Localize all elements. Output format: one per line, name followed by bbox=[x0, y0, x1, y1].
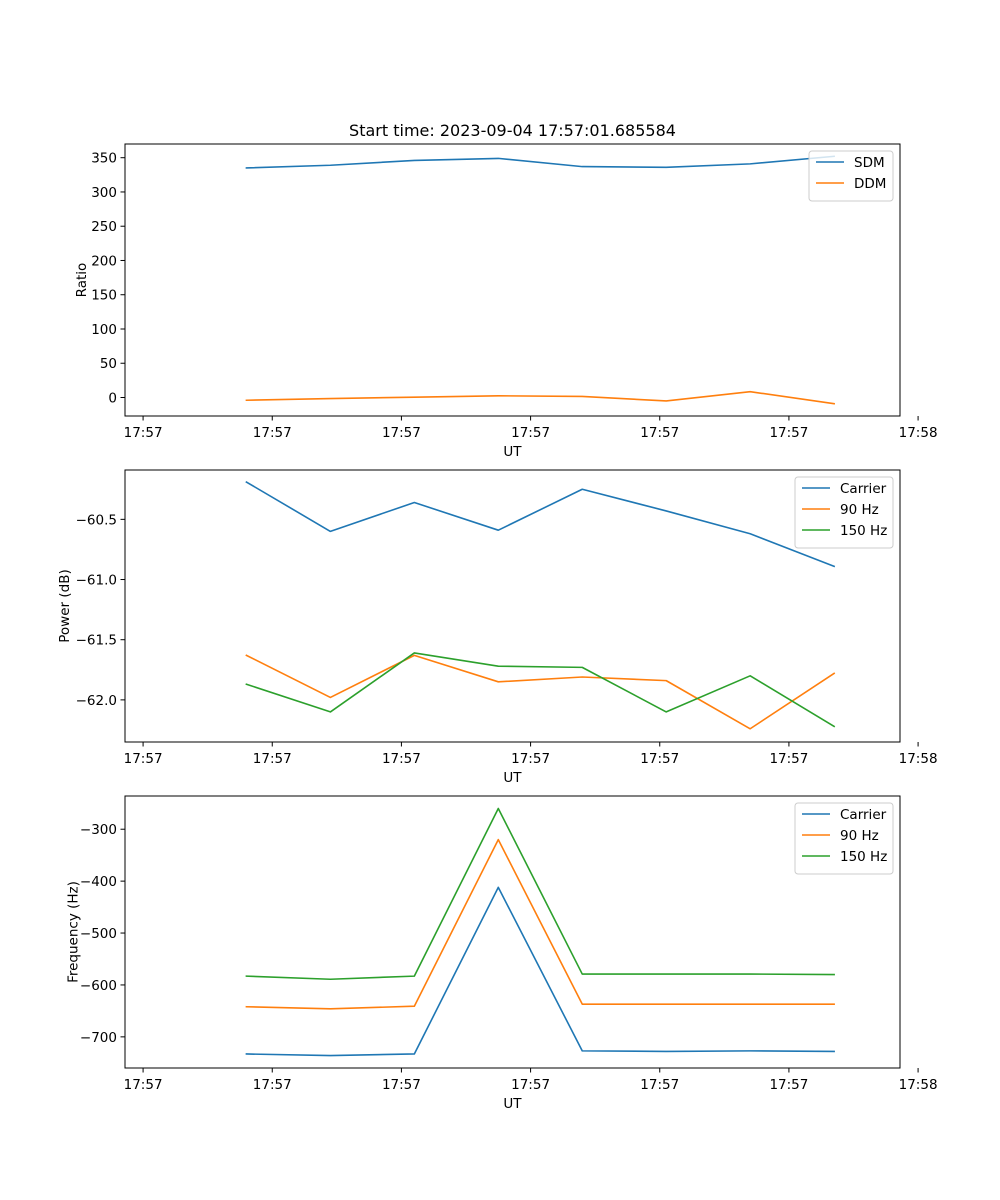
x-tick-label: 17:57 bbox=[769, 425, 808, 441]
x-tick-label: 17:57 bbox=[124, 751, 163, 767]
x-tick-label: 17:57 bbox=[124, 1077, 163, 1093]
y-tick-label: −700 bbox=[80, 1030, 117, 1046]
y-tick-label: 350 bbox=[91, 151, 117, 167]
x-tick-label: 17:57 bbox=[511, 751, 550, 767]
legend-entry: 150 Hz bbox=[840, 523, 887, 539]
y-tick-label: 300 bbox=[91, 185, 117, 201]
y-tick-label: −61.0 bbox=[76, 573, 117, 589]
series-line-90-hz bbox=[245, 654, 836, 730]
x-tick-label: 17:58 bbox=[899, 425, 938, 441]
axes-frame bbox=[124, 143, 901, 417]
axes-frame bbox=[124, 795, 901, 1069]
x-tick-label: 17:58 bbox=[899, 751, 938, 767]
y-axis-label: Ratio bbox=[74, 263, 90, 298]
series-line-ddm bbox=[245, 390, 836, 405]
x-tick-label: 17:57 bbox=[769, 751, 808, 767]
axes-frame bbox=[124, 469, 901, 743]
y-tick-label: −300 bbox=[80, 822, 117, 838]
y-tick-label: −62.0 bbox=[76, 693, 117, 709]
x-tick-label: 17:58 bbox=[899, 1077, 938, 1093]
chart-panel-3: 17:57 17:57 17:57 17:57 17:57 17:57 17:58 −300 −… bbox=[65, 795, 938, 1112]
y-tick-label: −600 bbox=[80, 978, 117, 994]
x-tick-label: 17:57 bbox=[382, 751, 421, 767]
x-tick-label: 17:57 bbox=[253, 751, 292, 767]
legend-entry: Carrier bbox=[840, 807, 887, 823]
legend-entry: 150 Hz bbox=[840, 849, 887, 865]
legend-box bbox=[808, 150, 894, 202]
legend-entry: 90 Hz bbox=[840, 502, 879, 518]
x-tick-label: 17:57 bbox=[640, 425, 679, 441]
series-line-150-hz bbox=[245, 807, 835, 981]
legend-entry: Carrier bbox=[840, 481, 887, 497]
y-tick-label: 50 bbox=[100, 356, 117, 372]
x-axis-label: UT bbox=[503, 770, 522, 786]
series-line-carrier bbox=[245, 480, 836, 568]
legend-entry: DDM bbox=[854, 176, 886, 192]
series-line-sdm bbox=[245, 155, 835, 169]
legend-entry: SDM bbox=[854, 155, 885, 171]
y-tick-label: −60.5 bbox=[76, 512, 117, 528]
x-tick-label: 17:57 bbox=[640, 751, 679, 767]
x-axis-label: UT bbox=[503, 1096, 522, 1112]
x-axis-label: UT bbox=[503, 444, 522, 460]
y-tick-label: 100 bbox=[91, 322, 117, 338]
legend: Carrier 90 Hz 150 Hz bbox=[794, 476, 894, 549]
series-line-150-hz bbox=[245, 652, 836, 728]
series-line-90-hz bbox=[245, 838, 835, 1010]
x-tick-label: 17:57 bbox=[382, 425, 421, 441]
series-line-carrier bbox=[245, 886, 835, 1057]
legend: Carrier 90 Hz 150 Hz bbox=[794, 802, 894, 875]
y-tick-label: −500 bbox=[80, 926, 117, 942]
y-tick-label: −61.5 bbox=[76, 633, 117, 649]
x-tick-label: 17:57 bbox=[511, 425, 550, 441]
y-tick-label: −400 bbox=[80, 874, 117, 890]
x-tick-label: 17:57 bbox=[253, 1077, 292, 1093]
x-tick-label: 17:57 bbox=[640, 1077, 679, 1093]
legend-entry: 90 Hz bbox=[840, 828, 879, 844]
x-tick-label: 17:57 bbox=[769, 1077, 808, 1093]
y-tick-label: 0 bbox=[108, 391, 117, 407]
y-tick-label: 200 bbox=[91, 253, 117, 269]
x-tick-label: 17:57 bbox=[253, 425, 292, 441]
chart-panel-1: 17:57 17:57 17:57 17:57 17:57 17:57 17:58 0 50 10… bbox=[74, 121, 938, 460]
x-tick-label: 17:57 bbox=[382, 1077, 421, 1093]
y-tick-label: 150 bbox=[91, 288, 117, 304]
x-tick-label: 17:57 bbox=[511, 1077, 550, 1093]
chart-title: Start time: 2023-09-04 17:57:01.685584 bbox=[349, 121, 676, 140]
chart-panel-2: 17:57 17:57 17:57 17:57 17:57 17:57 17:58 −60.5… bbox=[57, 469, 938, 786]
y-tick-label: 250 bbox=[91, 219, 117, 235]
y-axis-label: Frequency (Hz) bbox=[65, 881, 81, 983]
legend: SDM DDM bbox=[808, 150, 894, 202]
x-tick-label: 17:57 bbox=[124, 425, 163, 441]
y-axis-label: Power (dB) bbox=[57, 569, 73, 642]
